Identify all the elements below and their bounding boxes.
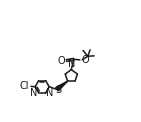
Text: N: N xyxy=(30,88,38,98)
Polygon shape xyxy=(56,81,68,91)
Text: N: N xyxy=(46,88,54,98)
Text: S: S xyxy=(55,85,61,95)
Text: O: O xyxy=(58,56,65,66)
Text: N: N xyxy=(68,59,75,69)
Text: Cl: Cl xyxy=(20,81,29,91)
Text: O: O xyxy=(81,55,89,65)
